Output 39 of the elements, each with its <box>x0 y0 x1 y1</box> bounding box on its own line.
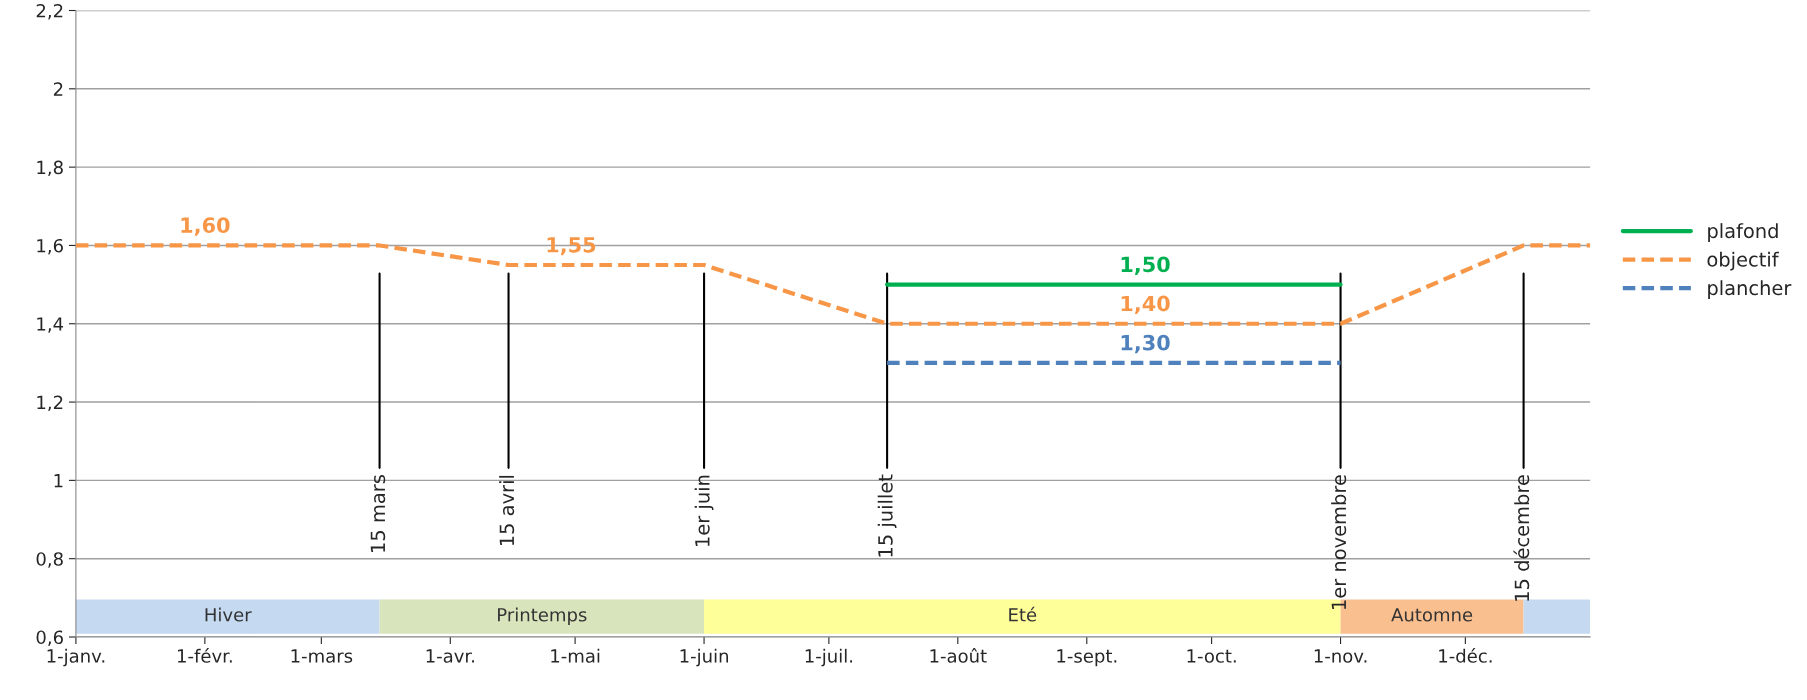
ref-line-label: 1er juin <box>694 475 714 546</box>
x-tick-label: 1-janv. <box>47 648 105 667</box>
x-tick-label: 1-déc. <box>1439 648 1492 663</box>
y-tick-label: 1 <box>54 474 63 488</box>
ref-line-label: 15 mars <box>370 475 386 552</box>
ref-line-label: 15 avril <box>499 475 515 546</box>
band-label: Hiver <box>205 607 252 622</box>
annotation: 1,55 <box>547 237 596 256</box>
annotation: 1,60 <box>181 217 230 236</box>
y-tick-label: 1,4 <box>37 317 64 333</box>
x-tick-label: 1-oct. <box>1187 649 1236 663</box>
y-tick-label: 1,2 <box>37 395 63 412</box>
legend-label: plancher <box>1708 280 1792 300</box>
band-label: Eté <box>1009 606 1037 622</box>
annotation: 1,40 <box>1121 295 1170 315</box>
legend-label: plafond <box>1708 223 1778 242</box>
legend-label: objectif <box>1707 251 1779 271</box>
y-tick-label: 2 <box>53 82 63 96</box>
y-tick-label: 0,6 <box>36 630 63 646</box>
annotation: 1,50 <box>1121 256 1170 275</box>
x-tick-label: 1-sept. <box>1057 649 1117 667</box>
y-tick-label: 1,8 <box>37 160 63 177</box>
x-tick-label: 1-juin <box>680 648 728 667</box>
ref-line-label: 15 juillet <box>877 474 897 557</box>
ref-line-label: 1er novembre <box>1331 475 1347 609</box>
x-tick-label: 1-juil. <box>805 648 853 667</box>
y-tick-label: 0,8 <box>36 552 63 568</box>
x-tick-label: 1-août <box>930 648 987 663</box>
x-tick-label: 1-avr. <box>426 649 474 663</box>
annotation: 1,30 <box>1121 334 1170 354</box>
y-tick-label: 1,6 <box>37 238 63 255</box>
x-tick-label: 1-févr. <box>178 648 232 663</box>
x-tick-label: 1-nov. <box>1314 649 1367 663</box>
band-label: Printemps <box>498 607 587 626</box>
ref-line-label: 15 décembre <box>1513 475 1530 601</box>
band-label: Automne <box>1391 608 1473 622</box>
y-tick-label: 2,2 <box>36 3 63 20</box>
x-tick-label: 1-mars <box>291 649 353 663</box>
x-tick-label: 1-mai <box>551 648 600 663</box>
